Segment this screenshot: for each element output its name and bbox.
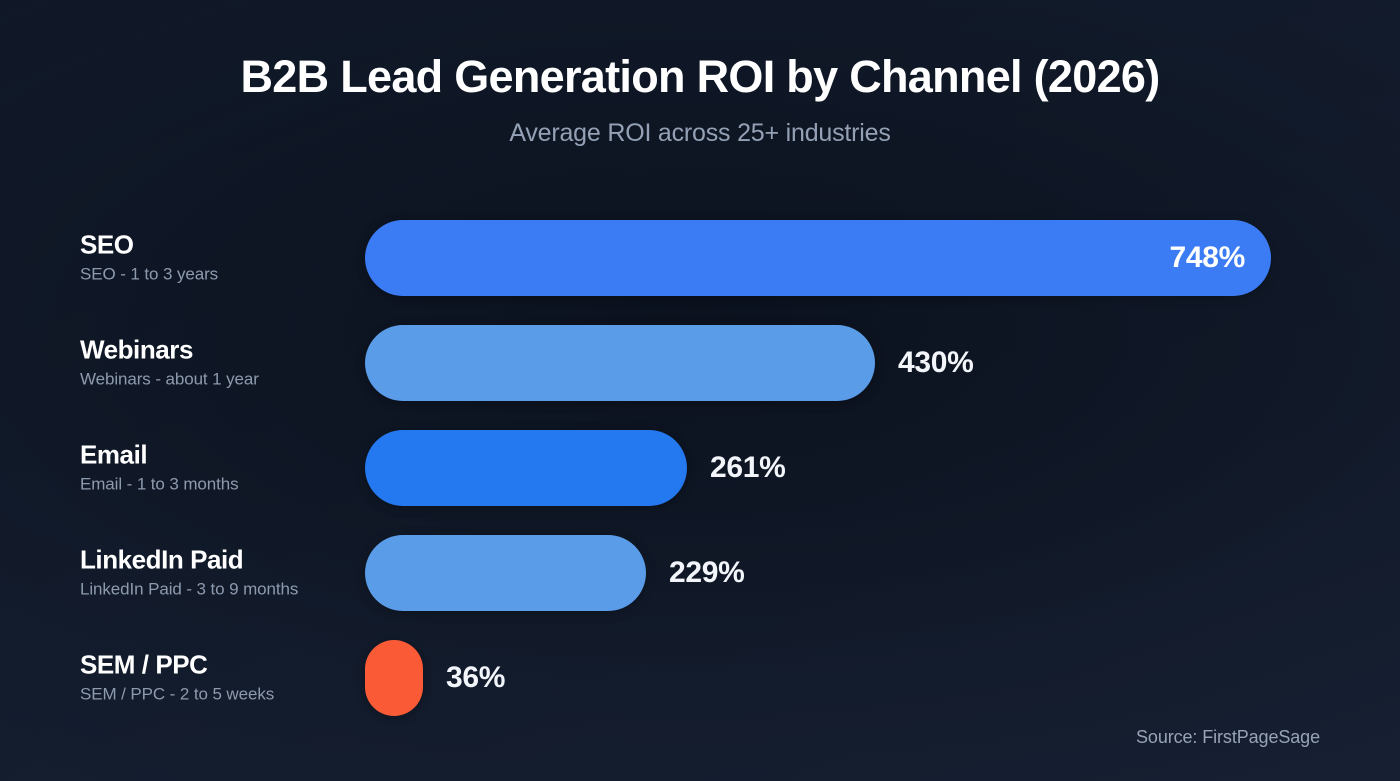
source-note: Source: FirstPageSage	[1136, 727, 1320, 747]
bar-track: 261% 261%	[365, 429, 1365, 506]
bar-row[interactable]: Email Email - 1 to 3 months 261% 261%	[0, 415, 1400, 520]
bar[interactable]: 36%	[365, 639, 423, 716]
bar-row-label-group: LinkedIn Paid LinkedIn Paid - 3 to 9 mont…	[80, 543, 360, 600]
bar-track: 748%	[365, 219, 1365, 296]
bar-sublabel: LinkedIn Paid - 3 to 9 months	[80, 579, 299, 599]
bar-category-label: SEO	[80, 228, 134, 259]
bar-row-label-group: Email Email - 1 to 3 months	[80, 438, 360, 495]
bar-value-label-outside: 229%	[669, 555, 745, 589]
bar-sublabel: SEO - 1 to 3 years	[80, 264, 219, 284]
bar[interactable]: 229%	[365, 534, 646, 611]
bar-category-label: LinkedIn Paid	[80, 543, 244, 574]
bar-row[interactable]: LinkedIn Paid LinkedIn Paid - 3 to 9 mont…	[0, 520, 1400, 625]
bar-track: 430% 430%	[365, 324, 1365, 401]
bar-category-label: SEM / PPC	[80, 648, 208, 679]
bar[interactable]: 748%	[365, 219, 1271, 296]
bar-value-label-inside: 748%	[1169, 240, 1245, 274]
bar[interactable]: 430%	[365, 324, 875, 401]
chart-header: B2B Lead Generation ROI by Channel (2026…	[0, 51, 1400, 148]
bar-row-label-group: SEO SEO - 1 to 3 years	[80, 228, 360, 285]
chart-title: B2B Lead Generation ROI by Channel (2026…	[240, 51, 1160, 102]
bar[interactable]: 261%	[365, 429, 687, 506]
bar-value-label-outside: 430%	[898, 345, 974, 379]
bar-category-label: Webinars	[80, 333, 193, 364]
bar-value-label-outside: 36%	[446, 660, 506, 694]
bar-track: 229% 229%	[365, 534, 1365, 611]
bar-chart-plot: SEO SEO - 1 to 3 years 748% Webinars Webinar…	[0, 205, 1400, 730]
bar-value-label-outside: 261%	[710, 450, 786, 484]
bar-row-label-group: Webinars Webinars - about 1 year	[80, 333, 360, 390]
bar-sublabel: SEM / PPC - 2 to 5 weeks	[80, 684, 275, 704]
bar-row-label-group: SEM / PPC SEM / PPC - 2 to 5 weeks	[80, 648, 360, 705]
bar-track: 36% 36%	[365, 639, 1365, 716]
bar-sublabel: Webinars - about 1 year	[80, 369, 259, 389]
bar-row[interactable]: SEO SEO - 1 to 3 years 748%	[0, 205, 1400, 310]
bar-category-label: Email	[80, 438, 148, 469]
bar-row[interactable]: Webinars Webinars - about 1 year 430% 430%	[0, 310, 1400, 415]
chart-subtitle: Average ROI across 25+ industries	[509, 119, 891, 148]
bar-row[interactable]: SEM / PPC SEM / PPC - 2 to 5 weeks 36% 36%	[0, 625, 1400, 730]
bar-sublabel: Email - 1 to 3 months	[80, 474, 239, 494]
